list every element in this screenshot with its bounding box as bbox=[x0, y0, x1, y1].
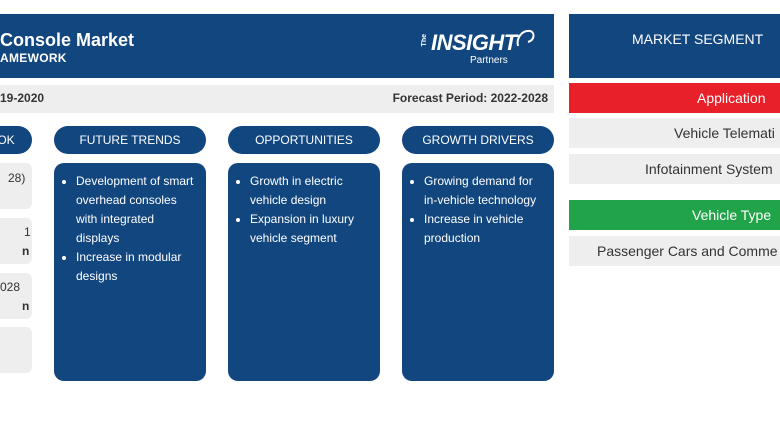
segment-item: Passenger Cars and Comme bbox=[569, 236, 780, 266]
outlook-box-line2: n bbox=[22, 299, 30, 313]
outlook-header-label: OK bbox=[0, 133, 15, 147]
opportunities-header: OPPORTUNITIES bbox=[228, 126, 380, 154]
outlook-box: 028 n bbox=[0, 273, 32, 319]
opportunities-card: Growth in electric vehicle design Expans… bbox=[228, 163, 380, 381]
vehicle-type-bar: Vehicle Type bbox=[569, 200, 780, 230]
list-item: Development of smart overhead consoles w… bbox=[76, 172, 198, 248]
outlook-header: OK bbox=[0, 126, 32, 154]
opportunities-header-label: OPPORTUNITIES bbox=[255, 133, 353, 147]
logo-main-text: INSIGHT bbox=[431, 30, 517, 55]
market-segment-header: MARKET SEGMENT bbox=[569, 14, 780, 78]
period-bar bbox=[0, 85, 554, 113]
historical-period: 19-2020 bbox=[0, 91, 45, 105]
future-trends-header: FUTURE TRENDS bbox=[54, 126, 206, 154]
report-title: Console Market bbox=[0, 30, 135, 50]
future-trends-card: Development of smart overhead consoles w… bbox=[54, 163, 206, 381]
logo-the-text: The bbox=[421, 34, 428, 47]
forecast-period: Forecast Period: 2022-2028 bbox=[392, 91, 548, 105]
list-item: Growth in electric vehicle design bbox=[250, 172, 372, 210]
growth-drivers-header: GROWTH DRIVERS bbox=[402, 126, 554, 154]
outlook-box-line1: 1 bbox=[24, 225, 31, 239]
segment-item-label: Vehicle Telemati bbox=[674, 125, 775, 141]
segment-item-label: Passenger Cars and Comme bbox=[597, 243, 778, 259]
segment-item: Vehicle Telemati bbox=[569, 118, 780, 148]
segment-item-label: Infotainment System bbox=[645, 161, 773, 177]
report-subtitle: AMEWORK bbox=[0, 51, 67, 65]
list-item: Expansion in luxury vehicle segment bbox=[250, 210, 372, 248]
market-segment-title: MARKET SEGMENT bbox=[632, 31, 764, 47]
outlook-box: 28) bbox=[0, 163, 32, 209]
list-item: Growing demand for in-vehicle technology bbox=[424, 172, 546, 210]
insight-partners-logo: The INSIGHT Partners bbox=[418, 28, 540, 68]
application-label: Application bbox=[697, 90, 766, 106]
list-item: Increase in modular designs bbox=[76, 248, 198, 286]
outlook-box bbox=[0, 327, 32, 373]
future-trends-header-label: FUTURE TRENDS bbox=[79, 133, 181, 147]
vehicle-type-label: Vehicle Type bbox=[692, 207, 772, 223]
outlook-box-line1: 28) bbox=[8, 171, 26, 185]
outlook-box-line2: n bbox=[22, 244, 30, 258]
segment-item: Infotainment System bbox=[569, 154, 780, 184]
logo-swoosh-icon bbox=[516, 29, 535, 47]
application-bar: Application bbox=[569, 83, 780, 113]
outlook-box-line1: 028 bbox=[0, 280, 21, 294]
growth-drivers-card: Growing demand for in-vehicle technology… bbox=[402, 163, 554, 381]
logo-partners-text: Partners bbox=[470, 55, 508, 66]
header-banner bbox=[0, 14, 554, 78]
growth-drivers-header-label: GROWTH DRIVERS bbox=[422, 133, 534, 147]
outlook-box: 1 n bbox=[0, 218, 32, 264]
list-item: Increase in vehicle production bbox=[424, 210, 546, 248]
